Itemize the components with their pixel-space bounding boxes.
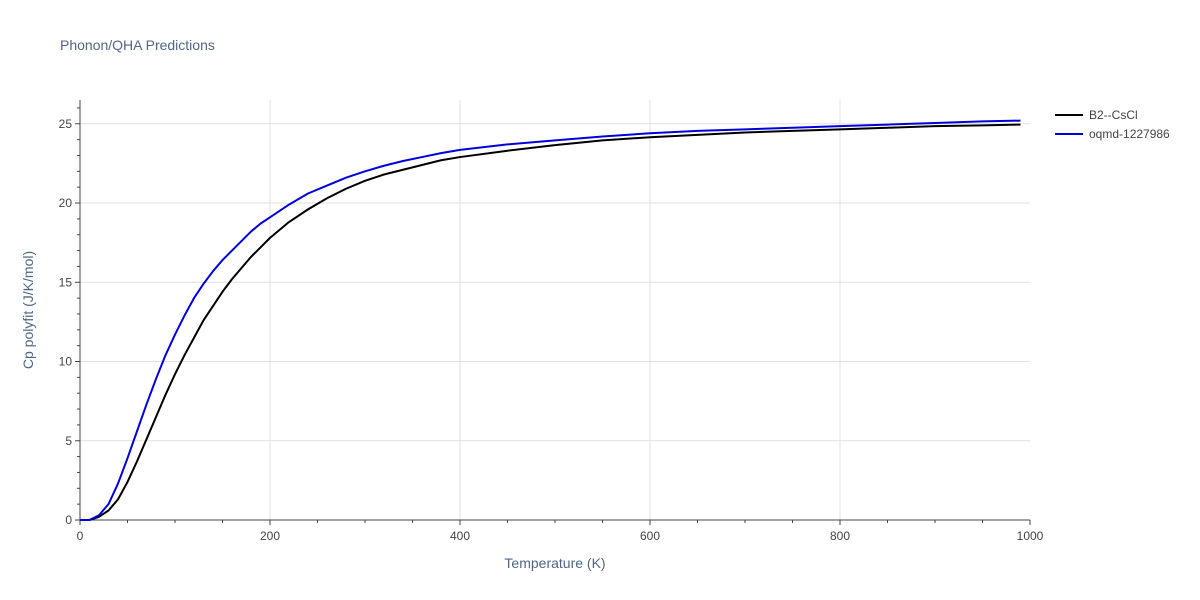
y-tick-label: 20 xyxy=(59,196,73,210)
y-tick-labels: 0 5 10 15 20 25 xyxy=(59,117,73,527)
x-tick-label: 600 xyxy=(640,529,660,543)
legend-item-2[interactable]: oqmd-1227986 xyxy=(1055,127,1170,141)
x-tick-label: 0 xyxy=(77,529,84,543)
y-tick-label: 15 xyxy=(59,275,73,289)
series-line-2 xyxy=(80,119,1021,521)
x-tick-label: 1000 xyxy=(1017,529,1044,543)
series-line-1 xyxy=(80,123,1021,521)
y-tick-label: 5 xyxy=(65,434,72,448)
series-lines xyxy=(80,119,1021,521)
x-axis-title: Temperature (K) xyxy=(504,555,605,571)
legend-label: oqmd-1227986 xyxy=(1089,127,1170,141)
x-tick-label: 200 xyxy=(260,529,280,543)
y-tick-label: 10 xyxy=(59,355,73,369)
legend-item-1[interactable]: B2--CsCl xyxy=(1055,108,1138,122)
y-tick-label: 0 xyxy=(65,513,72,527)
y-axis-title: Cp polyfit (J/K/mol) xyxy=(20,251,36,369)
x-tick-label: 400 xyxy=(450,529,470,543)
x-tick-labels: 0 200 400 600 800 1000 xyxy=(77,529,1044,543)
y-tick-label: 25 xyxy=(59,117,73,131)
legend[interactable]: B2--CsCl oqmd-1227986 xyxy=(1055,108,1170,141)
legend-label: B2--CsCl xyxy=(1089,108,1138,122)
grid xyxy=(80,100,1030,520)
chart-title: Phonon/QHA Predictions xyxy=(60,37,215,53)
x-tick-label: 800 xyxy=(830,529,850,543)
